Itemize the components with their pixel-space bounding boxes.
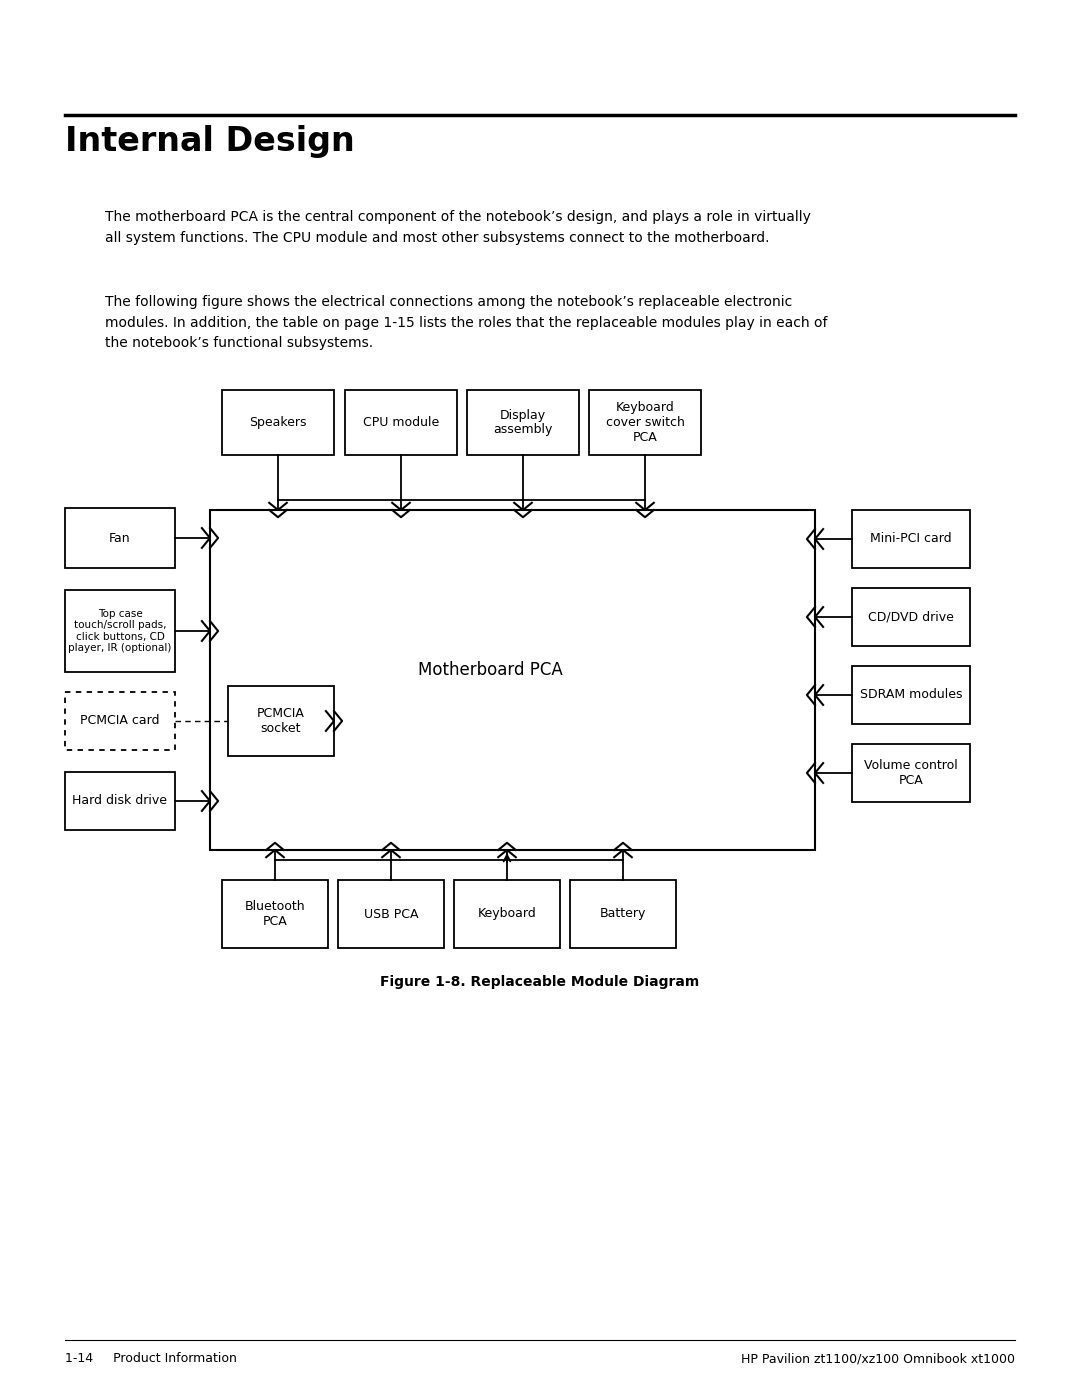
Text: 1-14     Product Information: 1-14 Product Information [65,1352,237,1365]
Text: The following figure shows the electrical connections among the notebook’s repla: The following figure shows the electrica… [105,295,827,351]
Text: Mini-PCI card: Mini-PCI card [870,532,951,545]
Text: Bluetooth
PCA: Bluetooth PCA [245,900,306,928]
Text: CPU module: CPU module [363,416,440,429]
Text: CD/DVD drive: CD/DVD drive [868,610,954,623]
Text: SDRAM modules: SDRAM modules [860,689,962,701]
Bar [65,590,175,672]
Text: HP Pavilion zt1100/xz100 Omnibook xt1000: HP Pavilion zt1100/xz100 Omnibook xt1000 [741,1352,1015,1365]
Text: Internal Design: Internal Design [65,124,354,158]
Bar [852,510,970,569]
Text: Display
assembly: Display assembly [494,408,553,436]
Bar [338,880,444,949]
Bar [570,880,676,949]
Text: USB PCA: USB PCA [364,908,418,921]
Text: Fan: Fan [109,531,131,545]
Text: The motherboard PCA is the central component of the notebook’s design, and plays: The motherboard PCA is the central compo… [105,210,811,244]
Bar [65,509,175,569]
Text: Battery: Battery [599,908,646,921]
Text: Keyboard: Keyboard [477,908,537,921]
Bar [454,880,561,949]
Bar [222,390,334,455]
Bar [345,390,457,455]
Text: Figure 1-8. Replaceable Module Diagram: Figure 1-8. Replaceable Module Diagram [380,975,700,989]
Text: Keyboard
cover switch
PCA: Keyboard cover switch PCA [606,401,685,444]
Text: PCMCIA
socket: PCMCIA socket [257,707,305,735]
Text: Volume control
PCA: Volume control PCA [864,759,958,787]
Text: Speakers: Speakers [249,416,307,429]
Text: PCMCIA card: PCMCIA card [80,714,160,728]
Bar [852,666,970,724]
Bar [65,692,175,750]
Text: Motherboard PCA: Motherboard PCA [418,661,563,679]
Bar [228,686,334,756]
Bar [65,773,175,830]
Bar [852,745,970,802]
Bar [210,510,815,849]
Bar [589,390,701,455]
Text: Hard disk drive: Hard disk drive [72,795,167,807]
Bar [222,880,328,949]
Bar [852,588,970,645]
Text: Top case
touch/scroll pads,
click buttons, CD
player, IR (optional): Top case touch/scroll pads, click button… [68,609,172,654]
Bar [467,390,579,455]
